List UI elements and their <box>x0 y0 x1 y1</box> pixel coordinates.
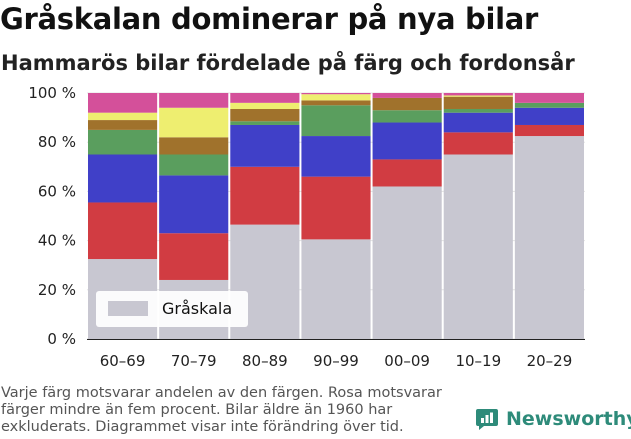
y-tick-label: 40 % <box>38 232 76 250</box>
bar-segment <box>372 110 442 123</box>
bar-segment <box>301 100 371 106</box>
bar-segment <box>443 132 513 155</box>
bar-segment <box>88 120 158 130</box>
bar-segment <box>372 122 442 160</box>
bar-segment <box>88 129 158 155</box>
bar-segment <box>443 95 513 97</box>
y-tick-label: 20 % <box>38 281 76 299</box>
bar-segment <box>443 108 513 113</box>
bar-segment <box>301 93 371 95</box>
bar-segment <box>372 186 442 339</box>
brand-name: Newsworthy <box>506 408 631 430</box>
bar-segment <box>230 121 300 125</box>
bar-segment <box>230 108 300 122</box>
y-tick-label: 100 % <box>28 84 76 102</box>
bar-segment <box>159 137 229 155</box>
bar-segment <box>88 112 158 121</box>
bar-segment <box>372 159 442 187</box>
bar-segment <box>301 176 371 240</box>
bar-segment <box>514 102 584 108</box>
footnote-line: Varje färg motsvarar andelen av den färg… <box>1 385 442 401</box>
bar-segment <box>372 97 442 111</box>
bar-segment <box>443 93 513 96</box>
stacked-bar-chart: 0 % 20 % 40 % 60 % 80 % 100 % 60–69 70–79 80–89 9… <box>28 84 585 370</box>
bar-segment <box>443 112 513 133</box>
bar-segment <box>159 107 229 138</box>
bar-segment <box>230 93 300 103</box>
footnote-line: färger mindre än fem procent. Bilar äldr… <box>1 402 393 418</box>
bar-segment <box>301 136 371 177</box>
newsworthy-logo-icon <box>476 409 498 430</box>
x-tick-label: 20–29 <box>527 352 573 370</box>
x-tick-label: 00–09 <box>384 352 430 370</box>
bar-segment <box>514 93 584 103</box>
x-tick-label: 90–99 <box>313 352 359 370</box>
bar-segment <box>230 102 300 109</box>
bar-segment <box>159 93 229 108</box>
legend: Gråskala <box>96 291 248 327</box>
bar-segment <box>514 124 584 137</box>
y-tick-label: 80 % <box>38 133 76 151</box>
bar-segment <box>301 105 371 137</box>
legend-swatch <box>108 301 148 316</box>
bar-segment <box>301 94 371 101</box>
bar-segment <box>372 93 442 98</box>
bar-segment <box>230 166 300 225</box>
y-tick-label: 60 % <box>38 182 76 200</box>
bar-segment <box>514 107 584 125</box>
bar-segment <box>514 136 584 339</box>
footnote-line: exkluderats. Diagrammet visar inte förän… <box>1 419 404 435</box>
x-tick-label: 10–19 <box>455 352 501 370</box>
bar-segment <box>88 202 158 260</box>
bar-segment <box>159 154 229 176</box>
brand: Newsworthy <box>475 407 631 431</box>
bar-segment <box>88 93 158 113</box>
x-tick-label: 60–69 <box>100 352 146 370</box>
chart-subtitle: Hammarös bilar fördelade på färg och for… <box>1 51 575 75</box>
bar-segment <box>159 233 229 280</box>
chart-title: Gråskalan dominerar på nya bilar <box>0 2 539 36</box>
bar-segment <box>159 175 229 234</box>
bar-segment <box>230 124 300 167</box>
bar-segment <box>443 96 513 109</box>
bar-segment <box>301 239 371 339</box>
x-tick-label: 70–79 <box>171 352 217 370</box>
footnote: Varje färg motsvarar andelen av den färg… <box>1 385 471 436</box>
legend-background <box>96 291 248 327</box>
bar-segment <box>443 154 513 339</box>
x-tick-label: 80–89 <box>242 352 288 370</box>
legend-label: Gråskala <box>162 299 232 318</box>
y-tick-label: 0 % <box>47 330 76 348</box>
bar-segment <box>88 154 158 203</box>
